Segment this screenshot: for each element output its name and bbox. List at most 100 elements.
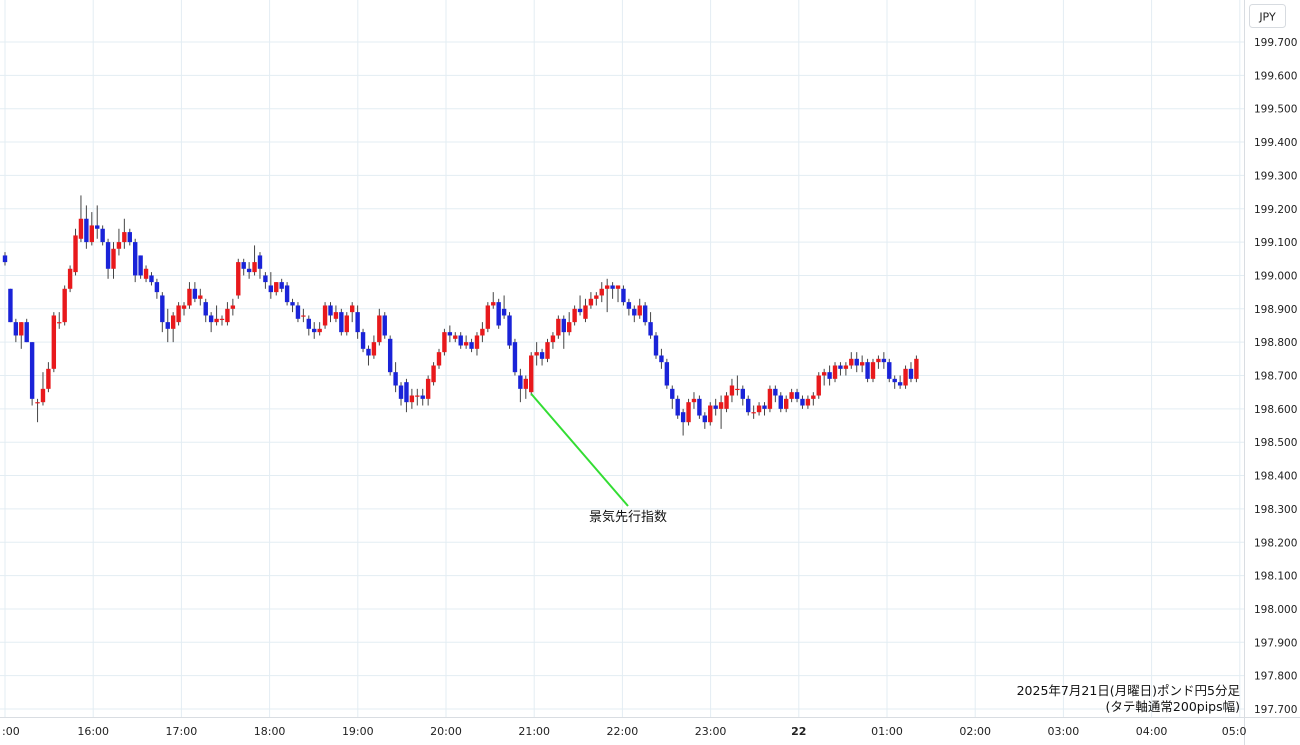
price-tick-label: 198.800 (1254, 337, 1297, 349)
candle-body (491, 302, 496, 306)
candle-down (165, 308, 170, 343)
candle-down (740, 385, 745, 406)
candle-up (40, 372, 46, 406)
candle-body (805, 398, 811, 406)
candle-body (176, 305, 181, 323)
candle-body (534, 352, 539, 356)
candle-up (78, 195, 84, 243)
candle-up (708, 402, 713, 426)
candle-body (539, 352, 545, 359)
candle-up (442, 328, 447, 356)
candle-body (480, 328, 485, 336)
candle-down (149, 272, 154, 286)
candle-body (832, 365, 838, 379)
candle-up (903, 365, 908, 389)
time-tick-label: 02:00 (959, 725, 991, 738)
candle-down (84, 205, 89, 249)
time-tick-label: 20:00 (430, 725, 462, 738)
candle-body (29, 342, 35, 399)
candle-down (420, 388, 425, 406)
candle-body (143, 268, 149, 279)
candle-down (507, 312, 512, 349)
candle-down (800, 395, 805, 409)
candle-body (127, 232, 132, 243)
candle-up (344, 312, 349, 336)
candle-down (339, 308, 344, 336)
candle-up (615, 285, 621, 303)
candle-body (409, 395, 415, 403)
candle-down (208, 312, 214, 333)
candle-up (170, 312, 176, 343)
candle-body (279, 282, 284, 289)
candle-body (170, 315, 176, 329)
candle-down (539, 348, 545, 366)
candle-body (122, 232, 127, 243)
candle-body (583, 305, 588, 319)
candle-up (811, 392, 816, 406)
candle-body (149, 275, 154, 283)
candle-up (529, 352, 534, 396)
price-tick-label: 198.000 (1254, 604, 1297, 616)
candle-body (756, 405, 762, 413)
candle-down (794, 388, 800, 403)
price-tick-label: 199.100 (1254, 237, 1297, 249)
candle-down (284, 282, 290, 306)
candle-up (604, 278, 610, 313)
candle-down (827, 365, 832, 386)
candle-body (887, 362, 892, 379)
candle-up (805, 395, 811, 409)
price-tick-label: 198.300 (1254, 504, 1297, 516)
candle-up (46, 362, 51, 393)
candle-down (268, 272, 274, 299)
candle-body (469, 342, 474, 349)
candle-body (436, 352, 442, 366)
candle-body (485, 305, 491, 329)
candle-body (160, 295, 165, 323)
candle-up (843, 362, 849, 376)
candle-body (67, 268, 73, 289)
time-tick-label: 04:00 (1136, 725, 1168, 738)
candle-body (214, 318, 219, 323)
candle-down (469, 338, 474, 353)
candle-down (447, 325, 453, 343)
candle-up (236, 258, 241, 299)
annotation-line (530, 393, 629, 507)
candle-down (778, 392, 783, 413)
candle-body (664, 362, 670, 386)
time-axis: :00 16:00 17:00 18:00 19:00 20:00 21:00 22:00 23… (2, 725, 1247, 738)
candle-down (653, 332, 659, 359)
candle-body (691, 398, 697, 403)
candle-body (458, 335, 463, 346)
candle-up (214, 305, 219, 326)
candle-body (2, 255, 8, 263)
candle-up (57, 312, 62, 329)
candle-down (257, 252, 263, 279)
candle-body (523, 378, 528, 389)
candle-up (453, 332, 458, 343)
candle-up (322, 302, 328, 329)
candle-body (800, 398, 805, 406)
candle-up (230, 298, 236, 316)
candle-down (865, 358, 870, 383)
candle-body (794, 392, 800, 399)
candle-up (198, 288, 203, 306)
candle-body (897, 382, 903, 386)
candle-down (881, 352, 887, 369)
candle-body (914, 358, 919, 379)
candle-up (350, 302, 355, 323)
candle-up (821, 368, 827, 386)
candle-body (377, 315, 382, 343)
candle-body (230, 305, 236, 309)
candle-up (274, 282, 279, 296)
candle-body (274, 282, 279, 293)
candle-body (713, 405, 718, 409)
candle-down (154, 278, 160, 299)
candle-body (735, 388, 740, 391)
candle-body (653, 335, 659, 356)
candle-body (572, 308, 577, 323)
candle-body (599, 288, 604, 296)
currency-box[interactable] (1249, 4, 1286, 28)
candle-up (176, 302, 181, 326)
candle-body (57, 322, 62, 324)
candle-body (78, 218, 84, 239)
